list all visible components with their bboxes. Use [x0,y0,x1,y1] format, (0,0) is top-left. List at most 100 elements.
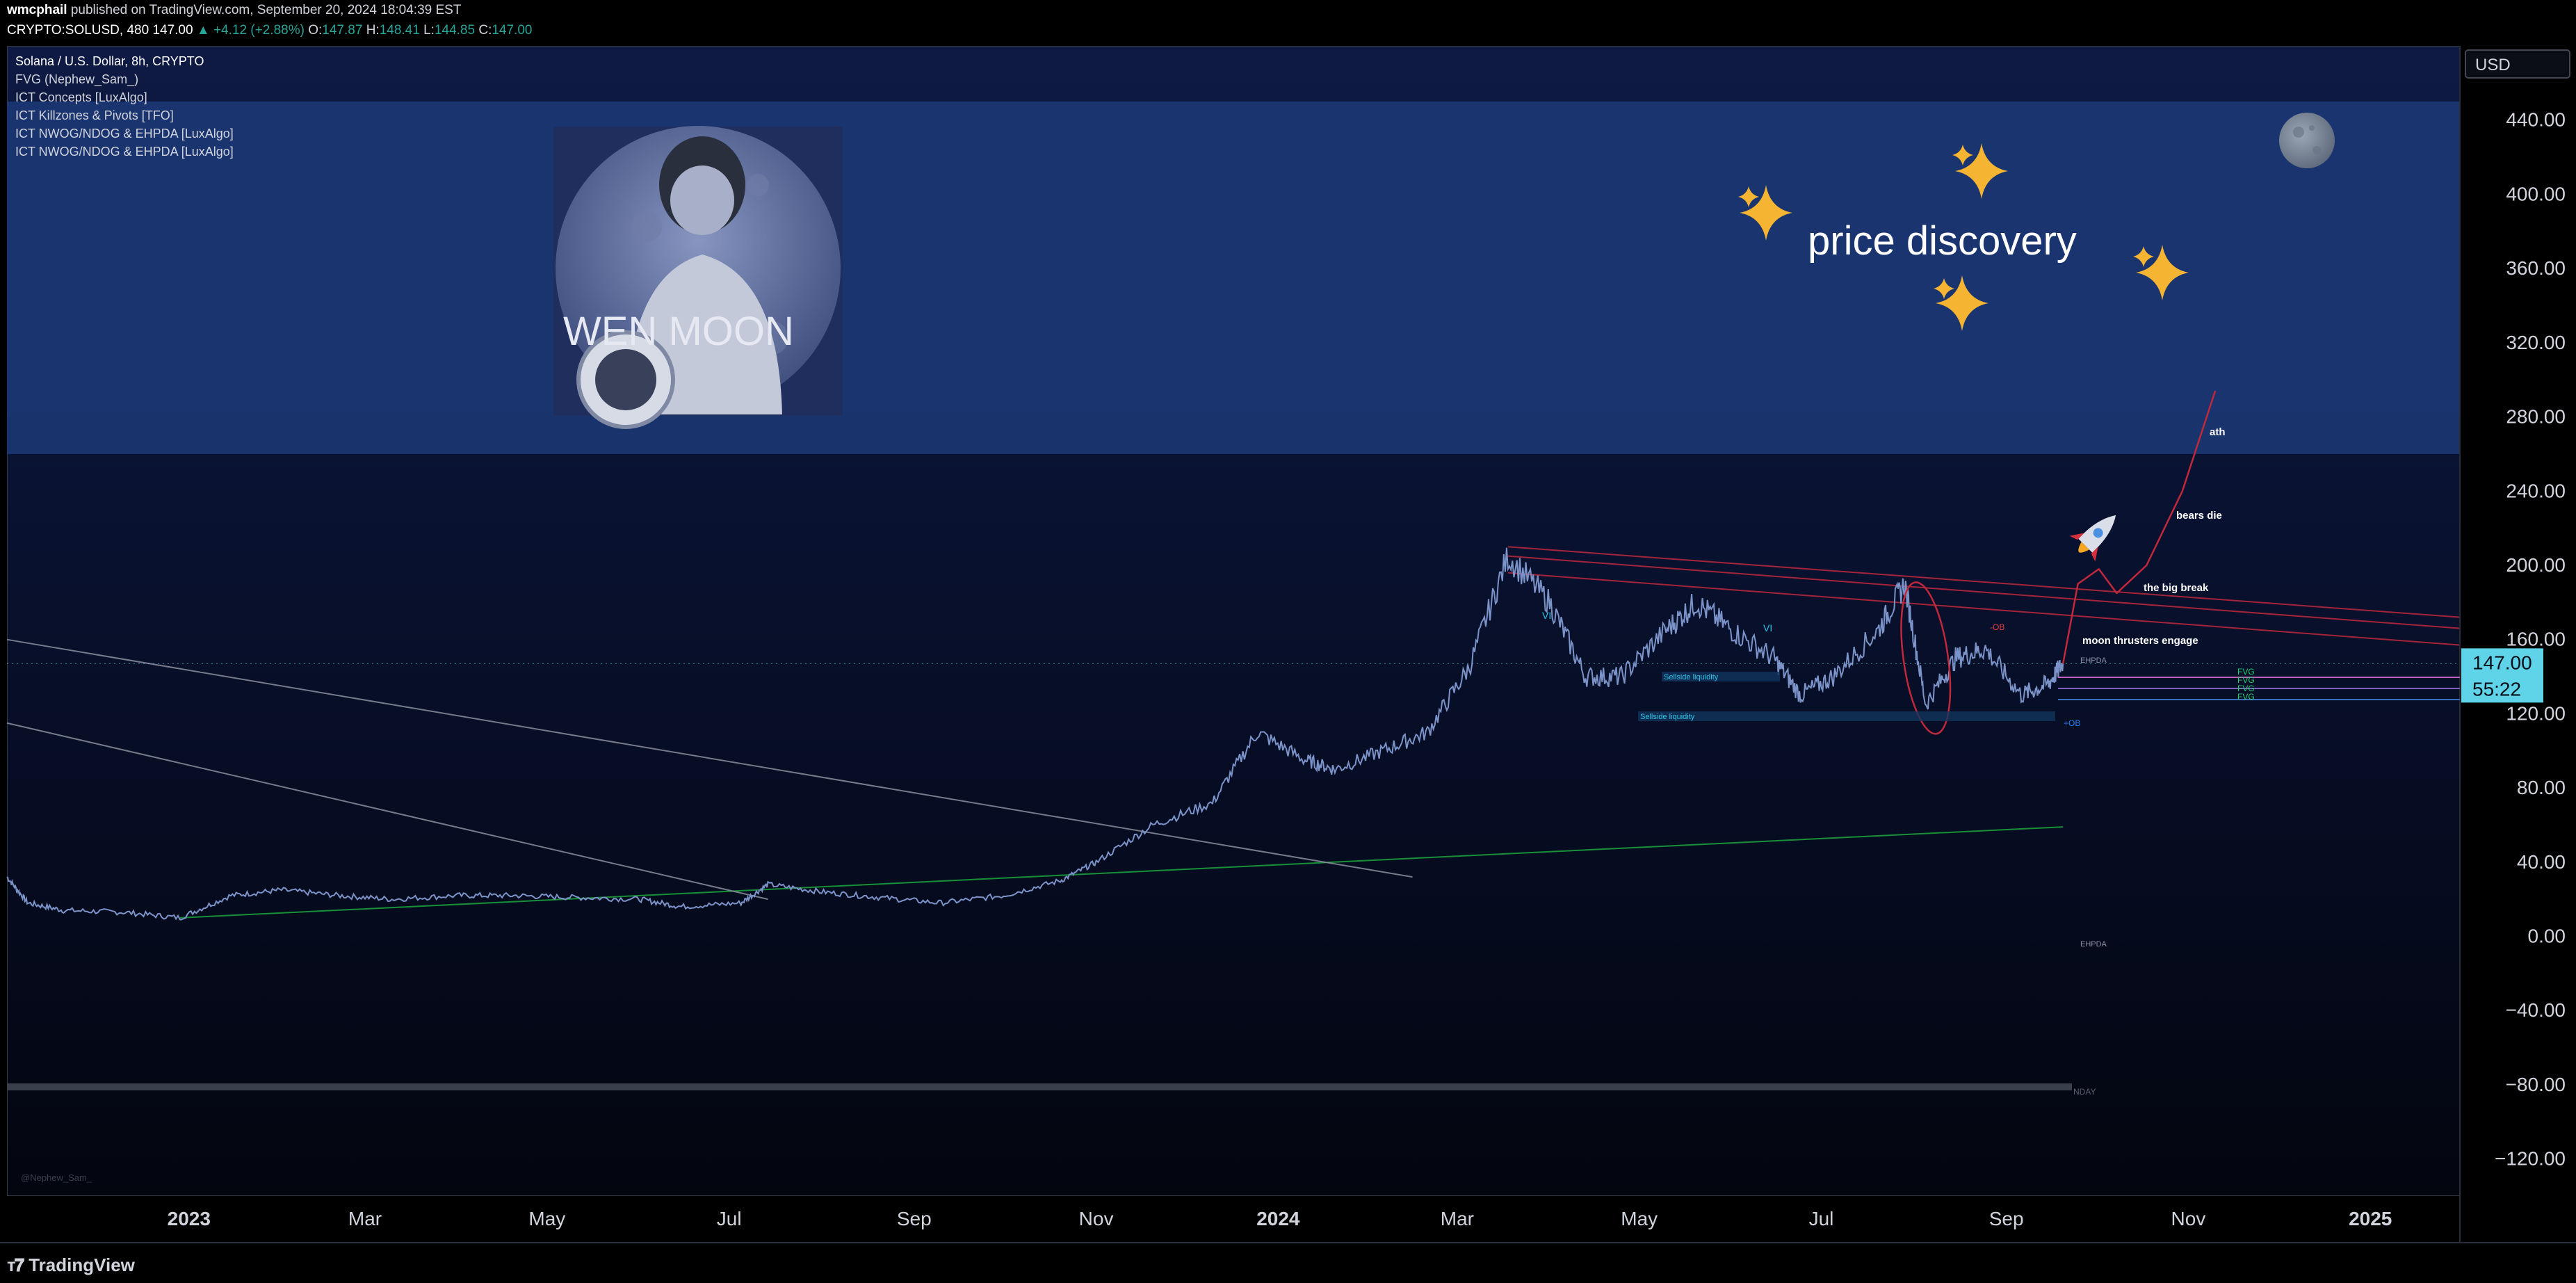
publish-header: wmcphail published on TradingView.com, S… [0,0,2576,46]
published-text: published on TradingView.com, September … [70,3,462,17]
time-tick-label: Sep [1989,1208,2024,1229]
tradingview-logo-text: TradingView [29,1254,135,1275]
chart-legend: Solana / U.S. Dollar, 8h, CRYPTO FVG (Ne… [15,54,234,159]
close-value: 147.00 [492,23,533,38]
price-tick-label: 200.00 [2506,554,2566,576]
trendlines-layer [6,546,2461,919]
ehpda-label-bottom: EHPDA [2080,940,2107,949]
helmet-visor-icon [595,349,656,410]
time-tick-label: Nov [2171,1208,2206,1229]
price-scale: 440.00 400.00 360.00 320.00 280.00 240.00 200.… [2495,109,2566,1170]
watermark-text: @Nephew_Sam_ [21,1172,92,1183]
tradingview-logo[interactable]: ᴛ𝟕 TradingView [7,1254,135,1277]
time-tick-label: 2023 [168,1208,211,1229]
time-tick-label: Nov [1079,1208,1114,1229]
big-break-label: the big break [2144,582,2209,594]
sparkle-icon [2136,245,2189,300]
price-tick-label: 80.00 [2517,777,2566,798]
fvg-label-3: FVG [2237,684,2255,693]
crater-icon [747,174,769,196]
moon-icon [2279,113,2335,168]
last-price: 147.00 [152,23,193,38]
ehpda-label-top: EHPDA [2080,656,2107,665]
trendline-red [1507,555,2461,629]
tradingview-logo-icon: ᴛ𝟕 [7,1254,24,1275]
symbol-name: CRYPTO:SOLUSD, 480 [7,23,149,38]
vi-label-1: VI [1542,610,1551,621]
price-tick-label: 0.00 [2528,926,2566,947]
price-axis-panel[interactable] [2460,46,2576,1196]
sparkle-icon [2133,246,2154,267]
time-tick-label: May [528,1208,565,1229]
sellside-label-1: Sellside liquidity [1664,673,1719,681]
price-tick-label: 120.00 [2506,702,2566,724]
high-value: 148.41 [379,23,420,38]
time-tick-label: Jul [717,1208,742,1229]
price-tick-label: 440.00 [2506,109,2566,131]
trendline-gray [6,638,1413,878]
bar-countdown: 55:22 [2472,678,2521,700]
legend-indicator-nwog-2[interactable]: ICT NWOG/NDOG & EHPDA [LuxAlgo] [15,145,234,159]
price-change: +4.12 (+2.88%) [213,23,305,38]
sellside-liquidity-zone [1638,711,2055,721]
time-tick-label: Jul [1809,1208,1834,1229]
price-tick-label: 40.00 [2517,851,2566,873]
price-tick-label: 400.00 [2506,183,2566,204]
sparkle-icon [1934,278,1954,299]
footer-bar: ᴛ𝟕 TradingView [0,1242,2576,1283]
last-price-badge [2461,648,2543,703]
wen-moon-picture: WEN MOON [553,126,843,429]
wen-moon-text: WEN MOON [563,309,794,354]
bearish-ob-label: -OB [1990,622,2004,632]
legend-indicator-nwog-1[interactable]: ICT NWOG/NDOG & EHPDA [LuxAlgo] [15,127,234,140]
trendline-green [179,826,2064,919]
time-tick-label: Mar [1441,1208,1474,1229]
open-label: O: [308,23,323,38]
price-series-line [6,547,2064,921]
bullish-ob-label: +OB [2064,718,2080,728]
legend-indicator-killzones[interactable]: ICT Killzones & Pivots [TFO] [15,108,174,122]
time-tick-label: May [1621,1208,1658,1229]
price-chart[interactable]: USD 440.00 400.00 360.00 320.00 280.00 240.00… [0,46,2576,1242]
nday-label: NDAY [2073,1087,2096,1097]
low-label: L: [423,23,435,38]
sparkle-icon [1952,145,1973,166]
sparkle-icon [1738,186,1759,207]
trendline-gray [6,722,768,901]
open-value: 147.87 [322,23,363,38]
left-edge [0,46,7,1242]
sparkle-icon [1740,185,1792,241]
moon-thrusters-label: moon thrusters engage [2082,635,2198,647]
author-name[interactable]: wmcphail [7,3,67,17]
sparkle-icon [1955,143,2008,199]
high-label: H: [366,23,380,38]
time-tick-label: 2025 [2349,1208,2392,1229]
price-tick-label: 280.00 [2506,406,2566,428]
rocket-icon [2069,515,2116,562]
astronaut-face-icon [670,166,734,235]
legend-indicator-fvg[interactable]: FVG (Nephew_Sam_) [15,72,138,87]
symbol-ohlc-line: CRYPTO:SOLUSD, 480 147.00 ▲ +4.12 (+2.88… [7,23,532,38]
up-arrow-icon: ▲ [196,23,210,38]
currency-label: USD [2475,56,2511,74]
bears-die-label: bears die [2176,510,2222,522]
vi-label-2: VI [1763,622,1772,634]
time-tick-label: Mar [348,1208,382,1229]
publish-line: wmcphail published on TradingView.com, S… [7,3,461,18]
last-price-badge-value: 147.00 [2472,652,2532,673]
price-tick-label: −80.00 [2506,1074,2566,1095]
fvg-label-4: FVG [2237,692,2255,702]
price-tick-label: −40.00 [2506,999,2566,1021]
time-axis-panel[interactable] [0,1196,2576,1242]
projection-path [2061,390,2217,664]
sparkle-icon [1936,275,1988,331]
series-layer [6,390,2460,921]
trendline-red [1507,546,2461,618]
currency-selector[interactable] [2465,49,2570,79]
time-tick-label: Sep [897,1208,932,1229]
legend-title[interactable]: Solana / U.S. Dollar, 8h, CRYPTO [15,54,204,68]
bottom-gap-bar [7,1083,2072,1090]
legend-indicator-ict-concepts[interactable]: ICT Concepts [LuxAlgo] [15,90,147,104]
price-discovery-text: price discovery [1808,218,2077,264]
time-scale: 2023 Mar May Jul Sep Nov 2024 Mar May Jul Sep Nov 20… [168,1208,2392,1229]
